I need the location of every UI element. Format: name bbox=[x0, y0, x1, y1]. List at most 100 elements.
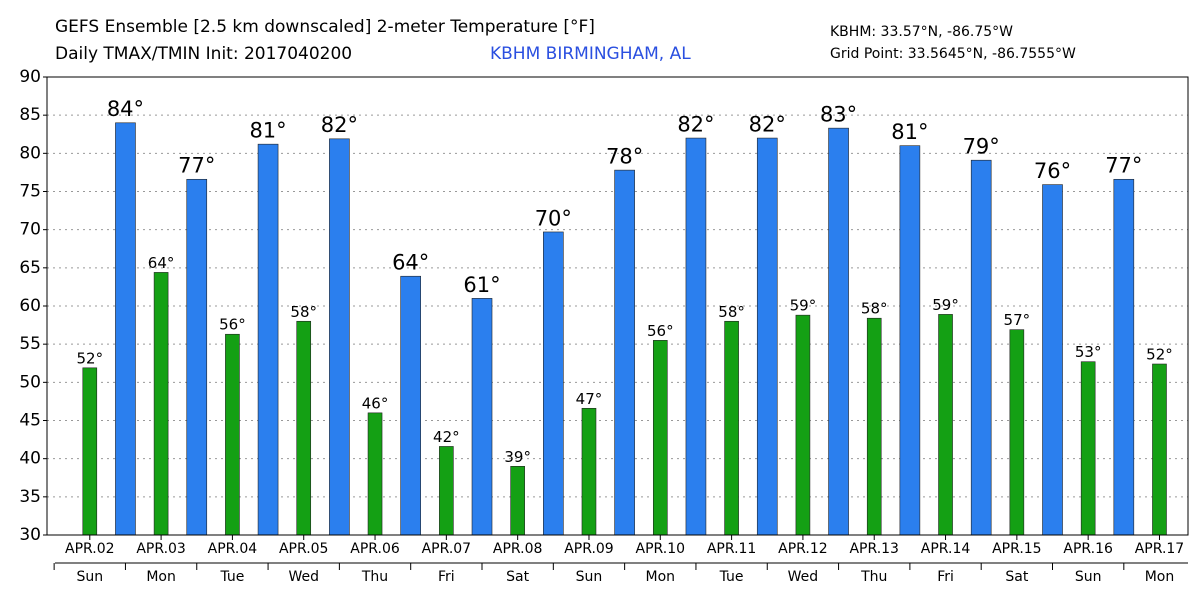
chart-title: GEFS Ensemble [2.5 km downscaled] 2-mete… bbox=[55, 17, 595, 37]
value-label: 59° bbox=[932, 296, 959, 314]
value-label: 79° bbox=[963, 135, 1000, 159]
weekday-label: Sun bbox=[576, 569, 603, 585]
weekday-label: Mon bbox=[146, 569, 176, 585]
bar bbox=[439, 446, 454, 536]
x-tick-label: APR.12 bbox=[778, 541, 828, 557]
bar bbox=[400, 275, 421, 536]
value-label: 82° bbox=[749, 112, 786, 136]
x-tick-label: APR.09 bbox=[564, 541, 614, 557]
bar bbox=[153, 272, 169, 536]
weekday-label: Wed bbox=[788, 569, 819, 585]
bar bbox=[471, 298, 493, 536]
bar bbox=[1009, 329, 1025, 536]
value-label: 56° bbox=[219, 316, 246, 334]
x-tick-label: APR.11 bbox=[707, 541, 757, 557]
bar bbox=[510, 465, 525, 536]
x-tick-label: APR.13 bbox=[849, 541, 899, 557]
x-tick-label: APR.02 bbox=[65, 541, 115, 557]
value-label: 52° bbox=[1146, 346, 1173, 364]
weekday-label: Sat bbox=[506, 569, 529, 585]
y-tick-label: 80 bbox=[19, 143, 41, 163]
value-label: 64° bbox=[148, 254, 175, 272]
value-label: 84° bbox=[107, 97, 144, 121]
weekday-label: Sat bbox=[1005, 569, 1028, 585]
weekday-label: Fri bbox=[438, 569, 455, 585]
station: KBHM: 33.57°N, -86.75°W bbox=[830, 24, 1013, 40]
plot-frame bbox=[46, 76, 1189, 536]
y-tick-label: 45 bbox=[19, 411, 41, 431]
value-label: 77° bbox=[1105, 154, 1142, 178]
x-tick-label: APR.03 bbox=[136, 541, 186, 557]
weekday-label: Sun bbox=[1075, 569, 1102, 585]
bar bbox=[82, 367, 98, 536]
y-tick-label: 50 bbox=[19, 372, 41, 392]
x-tick-label: APR.10 bbox=[636, 541, 686, 557]
value-label: 58° bbox=[861, 300, 888, 318]
bar bbox=[367, 412, 383, 536]
x-tick-label: APR.05 bbox=[279, 541, 329, 557]
y-tick-label: 70 bbox=[19, 220, 41, 240]
x-tick-label: APR.07 bbox=[422, 541, 472, 557]
bar bbox=[581, 407, 597, 536]
value-label: 58° bbox=[718, 303, 745, 321]
bar bbox=[186, 178, 208, 536]
bar bbox=[329, 138, 350, 536]
y-tick-label: 60 bbox=[19, 296, 41, 316]
value-label: 53° bbox=[1075, 343, 1102, 361]
y-tick-label: 40 bbox=[19, 449, 41, 469]
bar bbox=[1152, 363, 1167, 536]
bar bbox=[970, 159, 992, 536]
bar bbox=[899, 145, 921, 536]
bar bbox=[866, 317, 882, 536]
chart-subtitle: Daily TMAX/TMIN Init: 2017040200 bbox=[55, 44, 352, 64]
bar bbox=[685, 137, 707, 536]
value-label: 39° bbox=[504, 448, 531, 466]
bar bbox=[543, 231, 564, 536]
y-tick-label: 90 bbox=[19, 67, 41, 87]
value-label: 82° bbox=[321, 113, 358, 137]
grid-point: Grid Point: 33.5645°N, -86.7555°W bbox=[830, 46, 1076, 62]
value-label: 52° bbox=[76, 349, 103, 367]
bar bbox=[828, 127, 849, 536]
weekday-label: Tue bbox=[219, 569, 244, 585]
bar bbox=[115, 122, 136, 536]
value-label: 46° bbox=[362, 394, 389, 412]
y-tick-label: 65 bbox=[19, 258, 41, 278]
bar bbox=[756, 137, 778, 536]
x-tick-label: APR.04 bbox=[208, 541, 258, 557]
bar bbox=[795, 314, 811, 536]
y-tick-label: 55 bbox=[19, 334, 41, 354]
x-tick-label: APR.08 bbox=[493, 541, 543, 557]
value-label: 78° bbox=[606, 145, 643, 169]
value-label: 61° bbox=[463, 273, 500, 297]
weekday-label: Mon bbox=[646, 569, 676, 585]
value-label: 83° bbox=[820, 103, 857, 127]
value-label: 81° bbox=[249, 119, 286, 143]
weekday-label: Fri bbox=[937, 569, 954, 585]
y-tick-label: 35 bbox=[19, 487, 41, 507]
weekday-label: Mon bbox=[1145, 569, 1175, 585]
weekday-label: Tue bbox=[719, 569, 744, 585]
x-tick-label: APR.06 bbox=[350, 541, 400, 557]
weekday-label: Sun bbox=[76, 569, 103, 585]
value-label: 70° bbox=[535, 206, 572, 230]
bar bbox=[1113, 178, 1135, 536]
bar bbox=[724, 320, 739, 536]
bar bbox=[652, 340, 668, 536]
bar bbox=[1042, 184, 1063, 536]
bar bbox=[257, 143, 279, 536]
y-tick-label: 75 bbox=[19, 182, 41, 202]
x-tick-label: APR.15 bbox=[992, 541, 1042, 557]
bar bbox=[614, 169, 635, 536]
bar bbox=[296, 320, 312, 536]
bar bbox=[225, 333, 240, 536]
x-tick-label: APR.16 bbox=[1063, 541, 1113, 557]
value-label: 82° bbox=[677, 112, 714, 136]
weekday-label: Thu bbox=[860, 569, 887, 585]
value-label: 56° bbox=[647, 322, 674, 340]
value-label: 47° bbox=[576, 390, 603, 408]
value-label: 57° bbox=[1004, 311, 1031, 329]
value-label: 58° bbox=[290, 303, 317, 321]
value-label: 59° bbox=[790, 297, 817, 315]
weekday-label: Thu bbox=[361, 569, 388, 585]
